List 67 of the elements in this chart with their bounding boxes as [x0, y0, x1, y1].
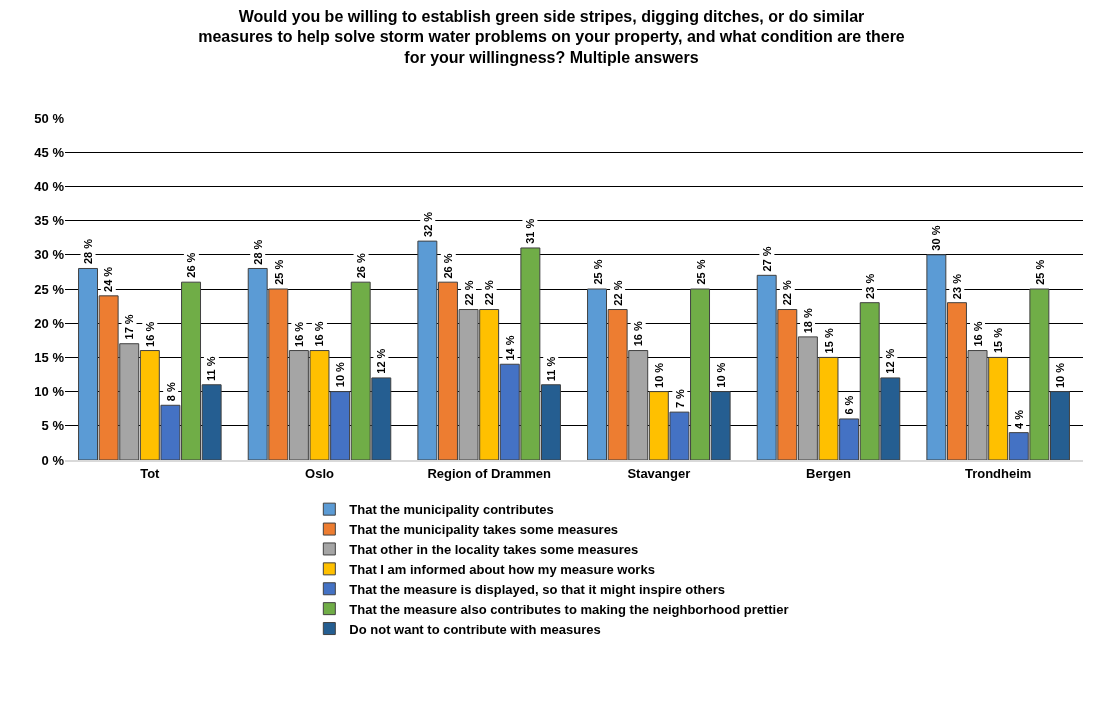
- data-label: 10 %: [652, 362, 665, 388]
- data-label: 17 %: [123, 314, 136, 340]
- data-label: 25 %: [1033, 259, 1046, 285]
- legend-label: That the municipality takes some measures: [349, 522, 619, 538]
- x-tick-label: Oslo: [305, 465, 334, 481]
- data-label: 4 %: [1012, 409, 1025, 429]
- legend-label: That the measure is displayed, so that it might inspire others: [349, 581, 725, 597]
- x-tick-label: Trondheim: [964, 465, 1032, 481]
- data-label: 16 %: [292, 321, 305, 347]
- data-label: 26 %: [185, 252, 198, 278]
- data-label: 11 %: [544, 356, 557, 382]
- x-tick-label: Bergen: [806, 465, 851, 481]
- data-label: 12 %: [883, 348, 896, 374]
- data-label: 10 %: [334, 361, 346, 388]
- y-tick-label: 30 %: [34, 247, 65, 263]
- data-label: 23 %: [950, 273, 963, 300]
- data-label: 11 %: [205, 356, 218, 381]
- y-tick-label: 15 %: [34, 349, 65, 365]
- data-label: 25 %: [591, 259, 604, 285]
- legend-label: That other in the locality takes some measures: [349, 542, 639, 558]
- y-tick-label: 45 %: [34, 144, 65, 160]
- y-tick-label: 5 %: [41, 418, 65, 434]
- data-label: 10 %: [714, 362, 727, 388]
- data-label: 27 %: [760, 246, 773, 272]
- data-label: 28 %: [251, 239, 264, 265]
- y-tick-label: 25 %: [34, 281, 65, 297]
- data-label: 23 %: [863, 273, 876, 299]
- y-tick-label: 10 %: [34, 384, 65, 400]
- y-tick-label: 35 %: [34, 213, 65, 229]
- data-label: 10 %: [1053, 362, 1066, 389]
- chart-title: Would you be willing to establish green side stripes, digging ditches, or do similar measures to help solve storm water problems on your property, and what condition are there for your willingness? Multiple answers: [198, 7, 905, 67]
- data-label: 6 %: [842, 395, 855, 415]
- y-tick-label: 40 %: [34, 178, 65, 194]
- data-label: 7 %: [673, 388, 686, 409]
- data-label: 15 %: [992, 327, 1005, 354]
- data-label: 31 %: [523, 218, 536, 244]
- y-tick-label: 0 %: [41, 452, 65, 468]
- data-label: 30 %: [930, 225, 943, 251]
- x-tick-label: Region of Drammen: [427, 465, 551, 481]
- x-tick-label: Stavanger: [627, 465, 691, 481]
- data-label: 25 %: [694, 259, 707, 285]
- data-label: 22 %: [611, 280, 624, 306]
- legend-label: That the municipality contributes: [349, 502, 554, 518]
- data-label: 16 %: [971, 321, 984, 347]
- legend-label: That the measure also contributes to making the neighborhood prettier: [349, 601, 789, 617]
- data-label: 26 %: [355, 253, 368, 279]
- data-label: 26 %: [442, 253, 455, 279]
- y-tick-label: 20 %: [34, 315, 65, 331]
- legend-label: Do not want to contribute with measures: [349, 621, 601, 637]
- data-label: 16 %: [313, 321, 326, 347]
- data-label: 15 %: [822, 328, 835, 354]
- data-label: 14 %: [504, 335, 517, 361]
- data-label: 12 %: [374, 348, 387, 374]
- data-label: 24 %: [102, 266, 115, 292]
- data-label: 22 %: [462, 280, 475, 306]
- data-label: 25 %: [272, 259, 285, 285]
- x-tick-label: Tot: [140, 465, 161, 481]
- data-label: 22 %: [483, 279, 496, 306]
- data-label: 22 %: [781, 280, 794, 306]
- data-label: 16 %: [143, 321, 156, 347]
- data-label: 18 %: [801, 307, 814, 334]
- data-label: 16 %: [632, 321, 645, 347]
- y-tick-label: 50 %: [34, 110, 65, 126]
- data-label: 32 %: [421, 211, 434, 237]
- legend-label: That I am informed about how my measure works: [349, 561, 655, 577]
- data-label: 8 %: [164, 382, 177, 402]
- data-label: 28 %: [82, 238, 95, 265]
